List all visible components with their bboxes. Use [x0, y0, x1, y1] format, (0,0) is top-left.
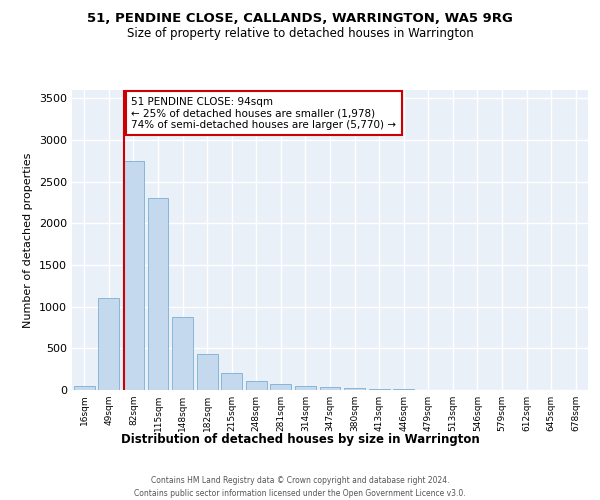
Bar: [344, 388, 365, 390]
Bar: [295, 386, 316, 390]
Text: Contains public sector information licensed under the Open Government Licence v3: Contains public sector information licen…: [134, 489, 466, 498]
Bar: [368, 389, 389, 390]
Bar: [98, 298, 119, 390]
Text: 51, PENDINE CLOSE, CALLANDS, WARRINGTON, WA5 9RG: 51, PENDINE CLOSE, CALLANDS, WARRINGTON,…: [87, 12, 513, 26]
Text: Contains HM Land Registry data © Crown copyright and database right 2024.: Contains HM Land Registry data © Crown c…: [151, 476, 449, 485]
Bar: [148, 198, 169, 390]
Bar: [271, 384, 292, 390]
Bar: [123, 161, 144, 390]
Y-axis label: Number of detached properties: Number of detached properties: [23, 152, 34, 328]
Text: 51 PENDINE CLOSE: 94sqm
← 25% of detached houses are smaller (1,978)
74% of semi: 51 PENDINE CLOSE: 94sqm ← 25% of detache…: [131, 96, 397, 130]
Text: Distribution of detached houses by size in Warrington: Distribution of detached houses by size …: [121, 432, 479, 446]
Bar: [74, 386, 95, 390]
Bar: [320, 387, 340, 390]
Bar: [246, 381, 267, 390]
Bar: [221, 374, 242, 390]
Bar: [197, 354, 218, 390]
Bar: [172, 316, 193, 390]
Text: Size of property relative to detached houses in Warrington: Size of property relative to detached ho…: [127, 28, 473, 40]
